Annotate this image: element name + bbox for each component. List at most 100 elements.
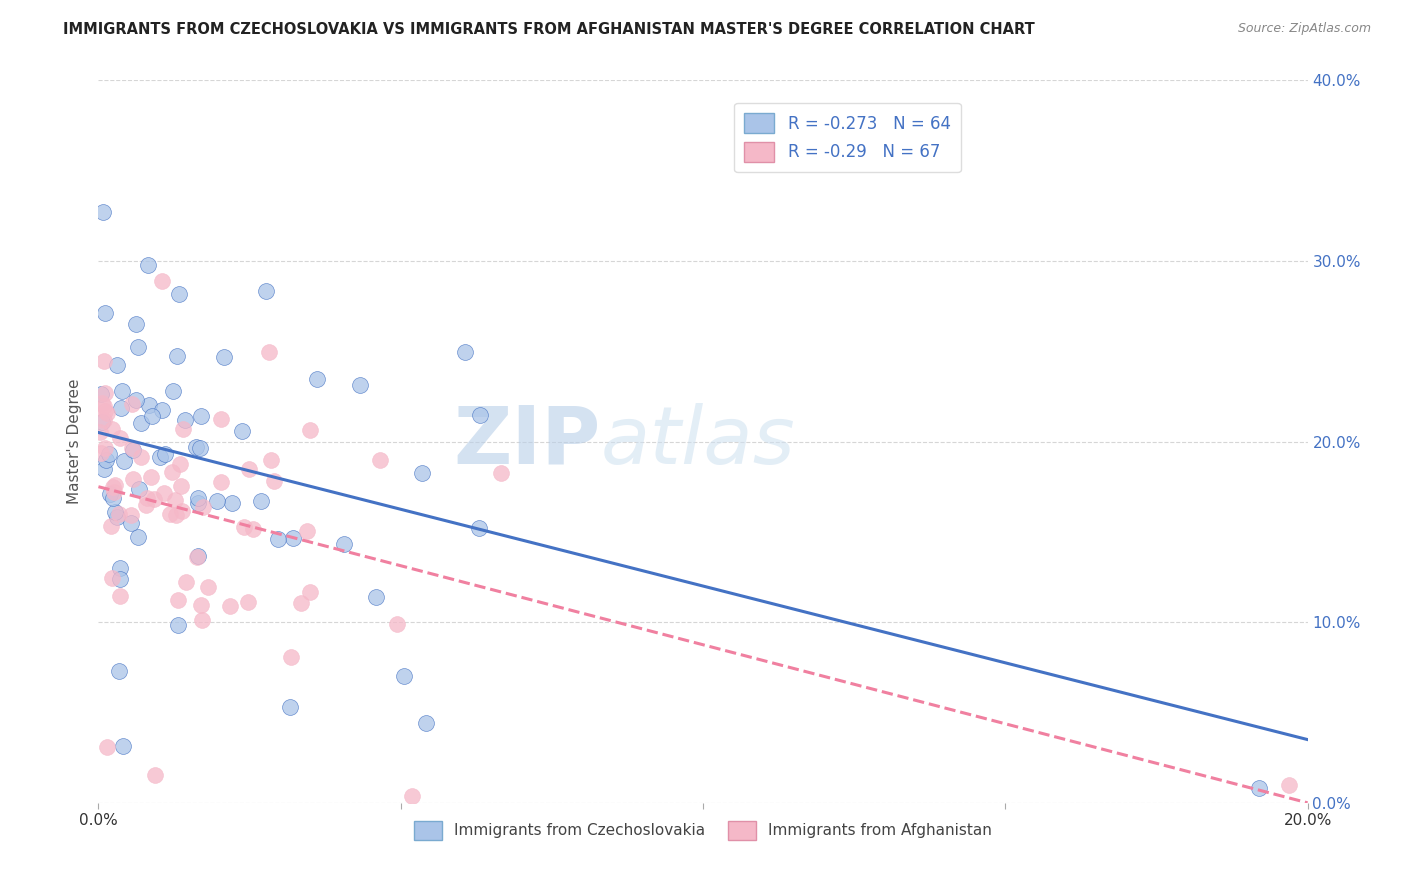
Point — [111, 384, 134, 398]
Point — [129, 450, 152, 464]
Point — [129, 416, 152, 430]
Point — [93, 354, 115, 368]
Point — [169, 286, 191, 301]
Point — [89, 425, 111, 439]
Point — [167, 592, 190, 607]
Point — [91, 415, 114, 429]
Text: IMMIGRANTS FROM CZECHOSLOVAKIA VS IMMIGRANTS FROM AFGHANISTAN MASTER'S DEGREE CO: IMMIGRANTS FROM CZECHOSLOVAKIA VS IMMIGR… — [63, 22, 1035, 37]
Point — [254, 285, 277, 299]
Point — [112, 454, 135, 468]
Point — [97, 447, 120, 461]
Point — [104, 505, 127, 519]
Point — [188, 441, 211, 455]
Point — [93, 399, 115, 413]
Point — [153, 486, 176, 500]
Point — [150, 403, 173, 417]
Point — [176, 574, 198, 589]
Point — [259, 345, 281, 359]
Point — [489, 466, 512, 480]
Point — [120, 508, 142, 522]
Point — [209, 475, 232, 490]
Point — [163, 492, 186, 507]
Point — [150, 274, 173, 288]
Point — [1249, 781, 1271, 796]
Point — [120, 516, 142, 531]
Point — [364, 590, 387, 604]
Point — [166, 349, 188, 363]
Point — [1278, 778, 1301, 792]
Legend: Immigrants from Czechoslovakia, Immigrants from Afghanistan: Immigrants from Czechoslovakia, Immigran… — [408, 815, 998, 846]
Point — [135, 498, 157, 512]
Point — [299, 423, 322, 437]
Point — [110, 561, 132, 575]
Point — [105, 359, 128, 373]
Point — [107, 664, 129, 678]
Point — [110, 572, 132, 586]
Point — [238, 462, 260, 476]
Point — [401, 789, 423, 804]
Point — [454, 345, 477, 359]
Point — [121, 471, 143, 485]
Point — [138, 398, 160, 412]
Point — [267, 532, 290, 546]
Point — [108, 589, 131, 603]
Point — [236, 595, 259, 609]
Point — [136, 258, 159, 272]
Point — [249, 494, 271, 508]
Point — [187, 496, 209, 510]
Point — [159, 507, 181, 521]
Point — [186, 549, 208, 564]
Point — [263, 474, 285, 488]
Point — [94, 453, 117, 467]
Point — [91, 396, 114, 410]
Point — [96, 405, 118, 419]
Point — [121, 397, 143, 411]
Point — [98, 487, 121, 501]
Point — [212, 350, 235, 364]
Point — [90, 446, 112, 460]
Point — [94, 441, 117, 455]
Point — [127, 531, 149, 545]
Point — [173, 412, 195, 426]
Point — [128, 482, 150, 496]
Point — [392, 669, 415, 683]
Point — [110, 401, 132, 415]
Text: Source: ZipAtlas.com: Source: ZipAtlas.com — [1237, 22, 1371, 36]
Point — [108, 507, 131, 521]
Point — [231, 424, 253, 438]
Point — [93, 462, 115, 476]
Point — [101, 571, 124, 585]
Point — [139, 470, 162, 484]
Point — [191, 500, 214, 514]
Point — [187, 491, 209, 505]
Point — [122, 442, 145, 457]
Point — [232, 520, 254, 534]
Point — [165, 508, 187, 522]
Point — [90, 387, 112, 401]
Point — [153, 446, 176, 460]
Point — [169, 458, 191, 472]
Point — [94, 386, 117, 401]
Point — [415, 715, 437, 730]
Point — [100, 518, 122, 533]
Point — [349, 378, 371, 392]
Point — [108, 431, 131, 445]
Point — [197, 580, 219, 594]
Point — [94, 306, 117, 320]
Point — [190, 613, 212, 627]
Point — [190, 598, 212, 612]
Point — [136, 491, 159, 505]
Point — [290, 596, 312, 610]
Point — [93, 205, 115, 219]
Point — [162, 384, 184, 398]
Point — [259, 452, 281, 467]
Point — [219, 599, 242, 613]
Point — [96, 739, 118, 754]
Point — [190, 409, 212, 424]
Point — [184, 440, 207, 454]
Point — [103, 480, 125, 494]
Point — [172, 504, 194, 518]
Point — [281, 531, 304, 545]
Point — [468, 408, 491, 422]
Point — [209, 412, 232, 426]
